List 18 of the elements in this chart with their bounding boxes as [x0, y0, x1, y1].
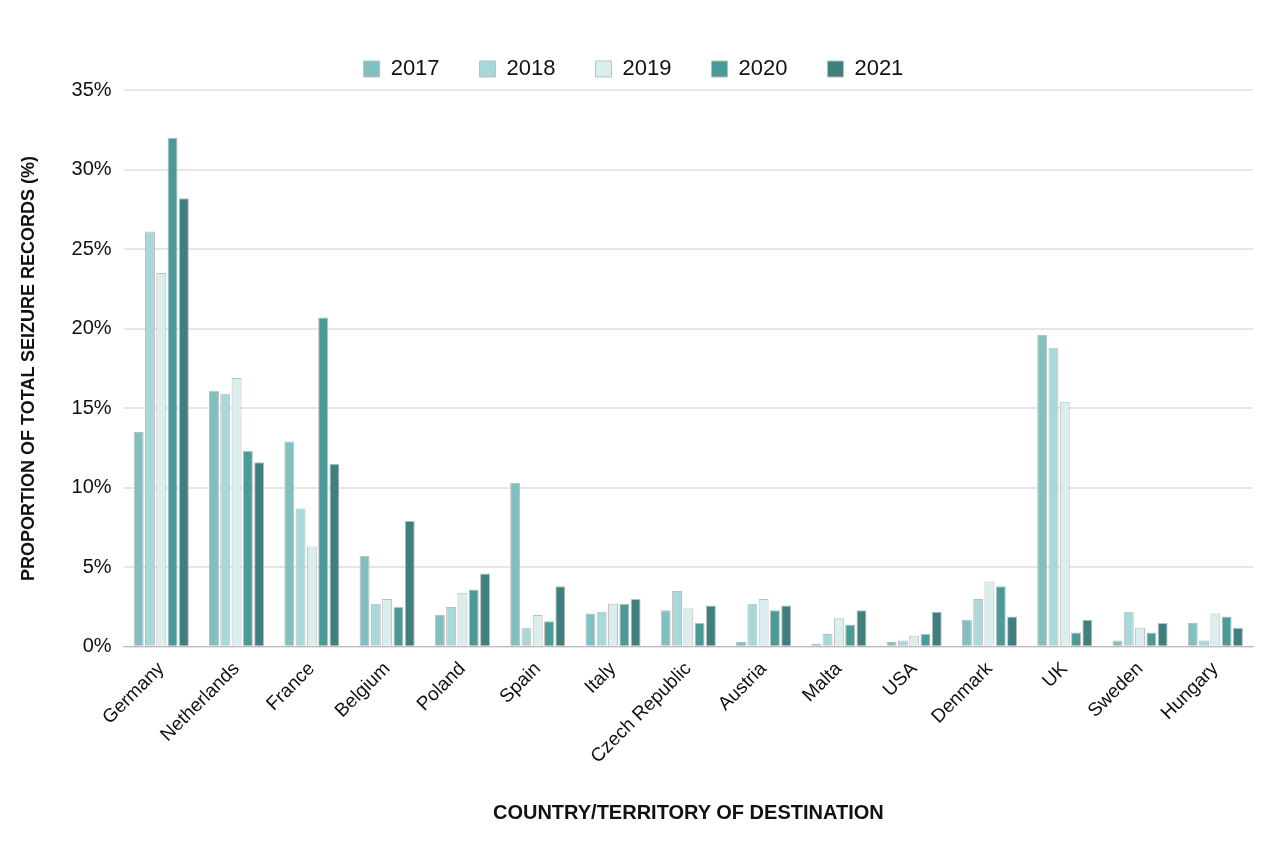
legend-label: 2018 [506, 55, 556, 81]
legend-label: 2021 [854, 55, 904, 81]
y-axis-title: PROPORTION OF TOTAL SEIZURE RECORDS (%) [17, 155, 38, 581]
y-tick-label: 35% [71, 77, 112, 100]
x-tick-label: USA [878, 657, 921, 701]
y-tick-label: 15% [71, 395, 112, 418]
legend-label: 2017 [390, 55, 440, 81]
y-tick-label: 0% [82, 634, 112, 657]
y-tick-label: 30% [71, 157, 112, 180]
y-tick-label: 20% [71, 316, 112, 339]
x-axis-title: COUNTRY/TERRITORY OF DESTINATION [492, 800, 884, 823]
y-tick-label: 10% [71, 475, 112, 498]
y-tick-label: 5% [82, 554, 112, 577]
legend-label: 2019 [622, 55, 672, 81]
y-tick-label: 25% [71, 236, 112, 259]
x-tick-label: Italy [580, 657, 620, 698]
legend-label: 2020 [738, 55, 788, 81]
x-tick-label: UK [1037, 657, 1072, 692]
